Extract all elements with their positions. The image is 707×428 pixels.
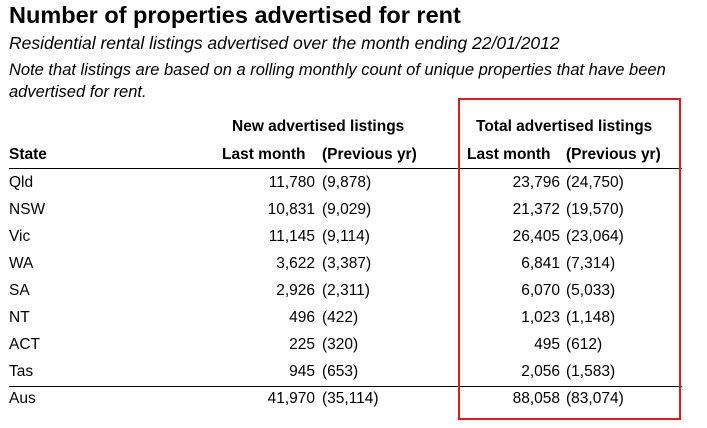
cell-new-last-month: 3,622 [276,255,315,272]
cell-new-last-month: 945 [289,363,315,380]
cell-total-previous-yr: (1,583) [566,363,616,380]
cell-state: Qld [9,174,34,191]
cell-new-last-month: 225 [289,336,315,353]
cell-new-previous-yr: (9,029) [322,201,372,218]
column-header-total-previous-yr: (Previous yr) [566,146,661,163]
cell-new-previous-yr: (320) [322,336,359,353]
cell-total-last-month: 88,058 [512,390,560,407]
table-row: NT 496 (422) 1,023 (1,148) [0,305,707,332]
cell-total-last-month: 23,796 [512,174,560,191]
cell-new-previous-yr: (2,311) [322,282,370,299]
cell-state: ACT [9,336,40,353]
table-row: WA 3,622 (3,387) 6,841 (7,314) [0,251,707,278]
table-row: NSW 10,831 (9,029) 21,372 (19,570) [0,197,707,224]
table-row: Tas 945 (653) 2,056 (1,583) [0,359,707,386]
header-rule [9,168,682,169]
cell-new-previous-yr: (3,387) [322,255,372,272]
table-row: SA 2,926 (2,311) 6,070 (5,033) [0,278,707,305]
column-header-new-previous-yr: (Previous yr) [322,146,417,163]
column-header-total-last-month: Last month [467,146,551,163]
cell-new-previous-yr: (422) [322,309,359,326]
table-row: Qld 11,780 (9,878) 23,796 (24,750) [0,170,707,197]
cell-state: NT [9,309,30,326]
group-header-total-listings: Total advertised listings [476,118,653,135]
group-header-new-listings: New advertised listings [232,118,405,135]
cell-new-last-month: 11,780 [268,174,315,191]
cell-new-last-month: 2,926 [276,282,315,299]
cell-total-previous-yr: (23,064) [566,228,624,245]
cell-total-previous-yr: (24,750) [566,174,624,191]
column-header-new-last-month: Last month [222,146,306,163]
cell-total-previous-yr: (1,148) [566,309,616,326]
cell-state: SA [9,282,30,299]
column-header-state: State [9,146,47,163]
cell-state: Vic [9,228,31,245]
total-listings-highlight-box [458,98,681,420]
cell-total-previous-yr: (5,033) [566,282,616,299]
cell-state: Aus [9,390,36,407]
cell-new-previous-yr: (35,114) [322,390,379,407]
cell-total-last-month: 1,023 [521,309,560,326]
total-rule [9,386,682,387]
cell-new-last-month: 496 [289,309,315,326]
cell-state: NSW [9,201,46,218]
table-row: Vic 11,145 (9,114) 26,405 (23,064) [0,224,707,251]
cell-new-last-month: 11,145 [268,228,315,245]
cell-total-last-month: 26,405 [512,228,560,245]
cell-total-previous-yr: (83,074) [566,390,624,407]
cell-total-last-month: 6,070 [521,282,560,299]
cell-total-last-month: 495 [534,336,560,353]
cell-new-last-month: 41,970 [267,390,315,407]
cell-total-last-month: 2,056 [521,363,560,380]
cell-total-previous-yr: (7,314) [566,255,616,272]
cell-new-previous-yr: (653) [322,363,359,380]
cell-new-last-month: 10,831 [267,201,315,218]
cell-total-previous-yr: (612) [566,336,603,353]
cell-state: Tas [9,363,34,380]
cell-new-previous-yr: (9,878) [322,174,372,191]
cell-state: WA [9,255,34,272]
cell-total-last-month: 21,372 [512,201,560,218]
cell-total-last-month: 6,841 [521,255,560,272]
page-title: Number of properties advertised for rent [9,2,461,28]
subtitle: Residential rental listings advertised o… [9,33,560,53]
cell-total-previous-yr: (19,570) [566,201,624,218]
table-row: ACT 225 (320) 495 (612) [0,332,707,359]
note-text: Note that listings are based on a rollin… [9,61,666,101]
table-row: Aus 41,970 (35,114) 88,058 (83,074) [0,386,707,413]
cell-new-previous-yr: (9,114) [322,228,370,245]
